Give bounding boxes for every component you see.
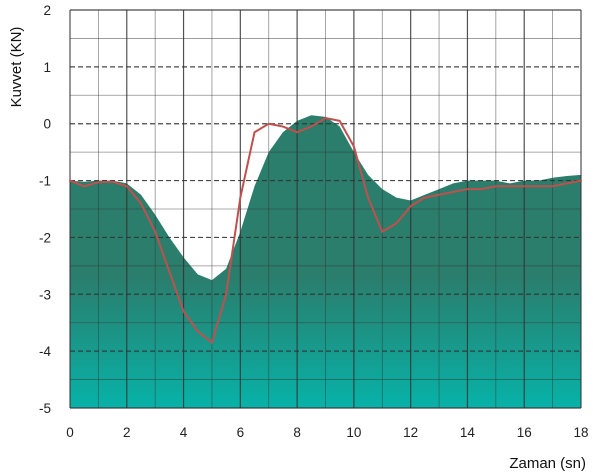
x-tick-label: 6	[237, 425, 245, 440]
y-tick-label: -3	[39, 287, 51, 302]
x-tick-label: 12	[403, 425, 418, 440]
y-tick-label: -1	[39, 174, 51, 189]
y-tick-label: 2	[43, 3, 51, 18]
line-layer	[69, 117, 582, 344]
y-tick-label: 1	[43, 60, 51, 75]
x-tick-label: 16	[517, 425, 532, 440]
x-axis-title: Zaman (sn)	[509, 455, 586, 472]
x-tick-label: 0	[66, 425, 74, 440]
y-tick-label: -2	[39, 230, 51, 245]
y-axis-title: Kuvvet (KN)	[8, 27, 25, 108]
line-series	[69, 117, 582, 344]
x-tick-label: 2	[123, 425, 131, 440]
x-tick-label: 18	[573, 425, 588, 440]
y-tick-label: 0	[43, 117, 51, 132]
x-tick-label: 8	[293, 425, 301, 440]
x-tick-label: 10	[346, 425, 361, 440]
grid-layer	[69, 9, 582, 409]
x-tick-label: 4	[180, 425, 188, 440]
y-tick-label: -4	[39, 344, 51, 359]
y-tick-label: -5	[39, 401, 51, 416]
x-tick-label: 14	[460, 425, 476, 440]
